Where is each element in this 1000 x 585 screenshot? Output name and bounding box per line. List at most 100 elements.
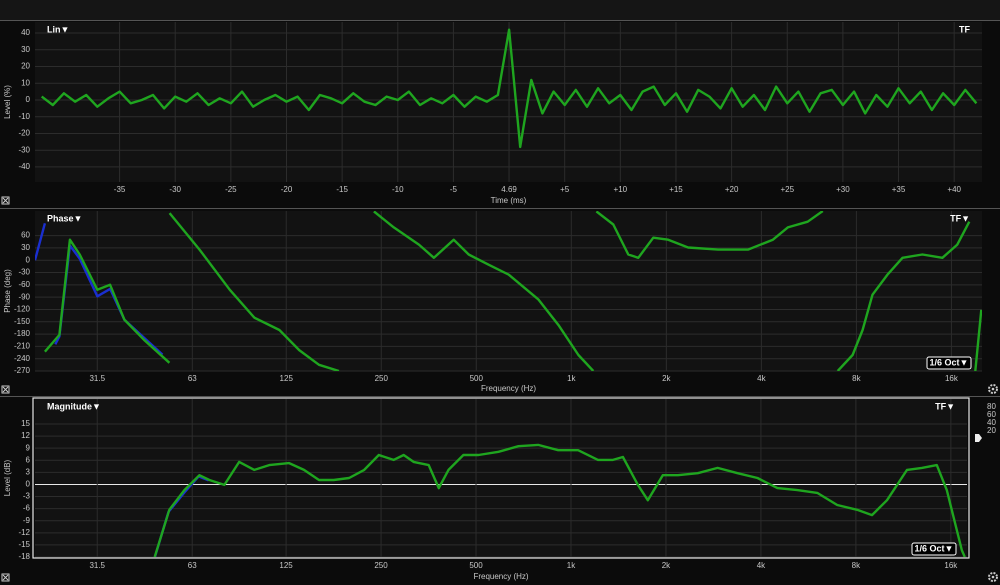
x-tick-label: +25 [780,185,794,194]
series-line [40,28,978,149]
y-tick-label: -12 [18,528,30,537]
y2-tick-label: 80 [987,402,996,411]
y-tick-label: 0 [26,480,31,489]
panel-badge[interactable]: TF▼ [950,213,970,223]
close-button[interactable] [1,573,10,582]
panel-badge[interactable]: TF [959,24,970,34]
y-tick-label: 30 [21,243,30,252]
x-tick-label: 1k [567,374,576,383]
y-tick-label: -150 [14,317,31,326]
x-tick-label: -25 [225,185,237,194]
x-tick-label: -15 [336,185,348,194]
series-line [153,443,966,557]
panel-border [32,397,970,559]
x-tick-label: 1k [567,561,576,570]
x-tick-label: -30 [169,185,181,194]
y-tick-label: -210 [14,341,31,350]
chart-panel: 60 30 0 -30 -60 -90 -120 -150 -180 -210 -240 -270 31… [3,211,982,393]
y-tick-label: 15 [21,419,30,428]
x-tick-label: 250 [374,561,388,570]
y-tick-label: -120 [14,305,31,314]
panel-title[interactable]: Lin▼ [47,24,69,34]
y-tick-label: 0 [26,255,31,264]
series-line [43,211,982,371]
x-axis-label: Frequency (Hz) [481,384,536,393]
panel-title[interactable]: Magnitude▼ [47,401,101,411]
x-tick-label: +40 [947,185,961,194]
y-tick-label: -18 [18,552,30,561]
y-tick-label: 40 [21,28,30,37]
plot-area [35,211,982,371]
y-tick-label: -90 [18,292,30,301]
y-axis-label: Level (%) [3,85,12,119]
x-tick-label: +5 [560,185,570,194]
x-tick-label: 125 [280,374,294,383]
x-axis-label: Time (ms) [491,196,527,205]
settings-button[interactable] [988,384,998,394]
close-button[interactable] [1,196,10,205]
panel-badge[interactable]: TF▼ [935,401,955,411]
resolution-selector[interactable]: 1/6 Oct▼ [930,357,969,367]
x-tick-label: 63 [188,561,197,570]
plot-area [35,399,967,557]
x-tick-label: +10 [614,185,628,194]
panel-title[interactable]: Phase▼ [47,213,82,223]
resolution-selector[interactable]: 1/6 Oct▼ [915,543,954,553]
y-tick-label: -270 [14,366,31,375]
y-tick-label: -10 [18,112,30,121]
y-axis-label: Phase (deg) [3,269,12,313]
x-tick-label: +35 [892,185,906,194]
y2-tick-label: 40 [987,418,996,427]
y-tick-label: 20 [21,62,30,71]
y-tick-label: -3 [23,492,31,501]
y2-tick-label: 20 [987,426,996,435]
y-tick-label: 3 [26,467,31,476]
x-tick-label: 16k [944,561,958,570]
y-tick-label: -240 [14,354,31,363]
x-tick-label: 8k [852,374,861,383]
y-tick-label: 10 [21,78,30,87]
y-tick-label: -60 [18,280,30,289]
y-tick-label: -6 [23,504,31,513]
close-button[interactable] [1,385,10,394]
y-tick-label: 6 [26,455,31,464]
top-bar [0,0,1000,20]
y-tick-label: -30 [18,145,30,154]
y-tick-label: -20 [18,129,30,138]
y-tick-label: -180 [14,329,31,338]
y-tick-label: -40 [18,162,30,171]
x-tick-label: 4.69 [501,185,517,194]
x-tick-label: 4k [757,561,766,570]
plot-area [35,22,982,182]
x-tick-label: 8k [852,561,861,570]
x-tick-label: 500 [469,561,483,570]
x-tick-label: 125 [279,561,293,570]
x-tick-label: -10 [392,185,404,194]
x-tick-label: 500 [470,374,484,383]
resolution-box [911,542,957,556]
y-tick-label: -9 [23,516,31,525]
y-tick-label: 9 [26,443,31,452]
x-tick-label: 63 [188,374,197,383]
y-tick-label: 12 [21,431,30,440]
x-tick-label: +30 [836,185,850,194]
x-tick-label: +15 [669,185,683,194]
resolution-box [926,356,972,370]
x-tick-label: -5 [450,185,458,194]
x-tick-label: -20 [281,185,293,194]
y-tick-label: -30 [18,268,30,277]
y-tick-label: -15 [18,540,30,549]
settings-button[interactable] [988,572,998,582]
chart-panel: 40 30 20 10 0 -10 -20 -30 -40 -35 -30 -25 -20 -15 -10 -… [3,22,982,205]
x-tick-label: 31.5 [89,561,105,570]
y-axis-label: Level (dB) [3,459,12,496]
y-tick-label: 30 [21,45,30,54]
y-tick-label: 60 [21,231,30,240]
threshold-handle[interactable] [975,434,982,442]
x-tick-label: 16k [945,374,959,383]
x-tick-label: 31.5 [89,374,105,383]
x-tick-label: 2k [662,561,671,570]
